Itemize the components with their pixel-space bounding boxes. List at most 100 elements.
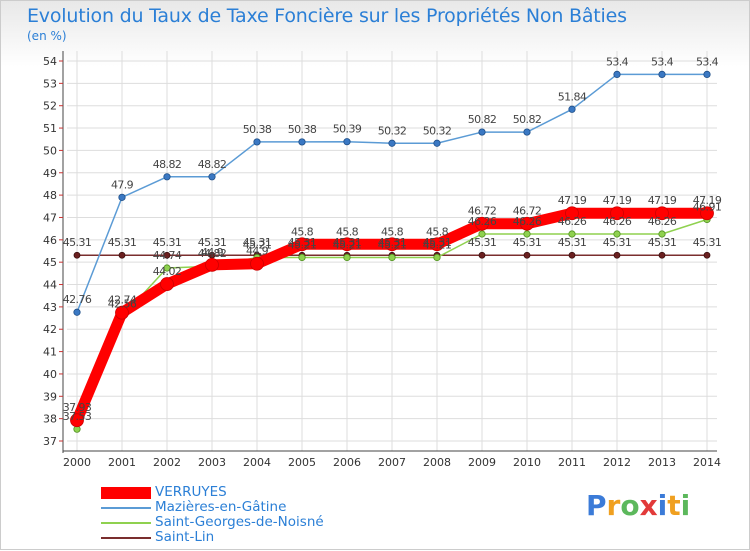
legend-label: Saint-Lin [155, 529, 215, 545]
data-point-3 [478, 251, 486, 259]
data-point-2 [388, 253, 396, 262]
legend-swatch [101, 522, 151, 524]
data-label-0: 47.19 [648, 194, 677, 207]
data-label-3: 45.31 [333, 236, 362, 249]
data-label-0: 42.74 [108, 294, 137, 307]
data-point-3 [118, 251, 126, 259]
data-point-2 [523, 230, 531, 238]
data-point-1 [343, 138, 351, 146]
data-point-0 [700, 206, 714, 221]
y-tick-label: 37 [43, 435, 57, 448]
data-label-0: 46.72 [513, 205, 542, 218]
y-tick-label: 53 [43, 77, 57, 90]
data-label-3: 45.31 [108, 236, 137, 249]
data-label-0: 47.19 [558, 194, 587, 207]
logo-letter: x [639, 489, 658, 522]
data-label-3: 45.31 [693, 236, 722, 249]
data-point-0 [610, 206, 624, 221]
data-label-3: 45.31 [153, 236, 182, 249]
data-label-3: 45.31 [243, 236, 272, 249]
data-point-1 [568, 105, 576, 113]
legend-swatch [101, 507, 151, 509]
y-tick-label: 41 [43, 346, 57, 359]
y-tick-label: 50 [43, 144, 57, 157]
data-label-1: 51.84 [558, 90, 587, 103]
data-label-0: 45.8 [381, 225, 404, 238]
data-label-3: 45.31 [513, 236, 542, 249]
data-label-1: 53.4 [651, 55, 674, 68]
data-label-1: 50.82 [513, 113, 542, 126]
x-tick-label: 2004 [243, 456, 271, 469]
data-point-2 [163, 264, 171, 272]
data-point-0 [340, 237, 354, 252]
data-point-0 [115, 305, 129, 320]
y-tick-label: 51 [43, 122, 57, 135]
data-label-3: 45.31 [603, 236, 632, 249]
data-label-3: 45.31 [423, 236, 452, 249]
data-point-3 [568, 251, 576, 259]
data-label-0: 45.8 [426, 225, 449, 238]
data-label-1: 48.82 [153, 158, 182, 171]
data-label-0: 45.8 [291, 225, 314, 238]
data-label-2: 44.82 [198, 247, 227, 260]
data-point-1 [388, 139, 396, 147]
data-label-2: 45.21 [423, 238, 452, 251]
data-point-0 [520, 216, 534, 231]
chart-title: Evolution du Taux de Taxe Foncière sur l… [27, 5, 627, 27]
data-label-1: 50.38 [243, 123, 272, 136]
data-point-0 [475, 216, 489, 231]
data-label-0: 44.02 [153, 265, 182, 278]
data-label-3: 45.31 [648, 236, 677, 249]
x-tick-label: 2003 [198, 456, 226, 469]
data-point-2 [568, 230, 576, 238]
data-label-3: 45.31 [378, 236, 407, 249]
data-label-0: 37.93 [63, 401, 92, 414]
data-label-2: 45.21 [333, 238, 362, 251]
y-tick-label: 39 [43, 390, 57, 403]
data-label-1: 50.82 [468, 113, 497, 126]
data-point-2 [433, 253, 441, 262]
y-tick-label: 40 [43, 368, 57, 381]
data-label-1: 42.76 [63, 293, 92, 306]
data-label-0: 47.19 [693, 194, 722, 207]
data-point-1 [208, 173, 216, 181]
data-point-1 [298, 138, 306, 146]
data-label-2: 45.21 [378, 238, 407, 251]
data-point-3 [703, 251, 711, 259]
data-point-1 [73, 308, 81, 316]
x-tick-label: 2014 [693, 456, 721, 469]
data-label-0: 45.8 [336, 225, 359, 238]
legend-label: Mazières-en-Gâtine [155, 499, 287, 515]
data-label-1: 53.4 [696, 55, 719, 68]
logo-letter: t [667, 489, 681, 522]
logo-letter: r [606, 489, 621, 522]
data-label-0: 44.9 [201, 246, 224, 259]
y-tick-label: 54 [43, 55, 57, 68]
y-tick-label: 38 [43, 413, 57, 426]
logo-letter: i [657, 489, 668, 522]
data-label-1: 50.38 [288, 123, 317, 136]
data-point-2 [658, 230, 666, 238]
y-tick-label: 52 [43, 100, 57, 113]
data-label-1: 47.9 [111, 178, 134, 191]
data-point-0 [430, 237, 444, 252]
x-tick-label: 2013 [648, 456, 676, 469]
x-tick-label: 2006 [333, 456, 361, 469]
data-point-2 [343, 253, 351, 262]
data-point-1 [163, 173, 171, 181]
x-tick-label: 2001 [108, 456, 136, 469]
data-label-2: 45.21 [288, 238, 317, 251]
data-point-0 [295, 237, 309, 252]
y-tick-label: 45 [43, 256, 57, 269]
data-label-2: 44.74 [153, 249, 182, 262]
y-tick-label: 43 [43, 301, 57, 314]
data-label-1: 53.4 [606, 55, 629, 68]
x-tick-label: 2007 [378, 456, 406, 469]
data-label-2: 46.26 [558, 215, 587, 228]
legend-label: Saint-Georges-de-Noisné [155, 514, 324, 530]
y-tick-label: 47 [43, 211, 57, 224]
x-tick-label: 2010 [513, 456, 541, 469]
data-point-3 [163, 251, 171, 259]
